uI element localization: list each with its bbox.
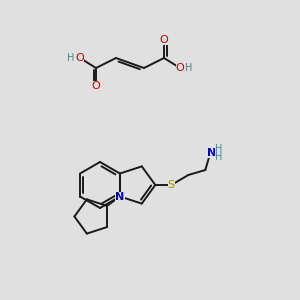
Text: N: N xyxy=(207,148,216,158)
Text: H: H xyxy=(214,152,222,162)
Text: H: H xyxy=(67,53,75,63)
Text: N: N xyxy=(115,191,124,202)
Text: O: O xyxy=(92,81,100,91)
Text: H: H xyxy=(185,63,193,73)
Text: S: S xyxy=(168,180,175,190)
Text: O: O xyxy=(76,53,84,63)
Text: H: H xyxy=(214,144,222,154)
Text: O: O xyxy=(176,63,184,73)
Text: O: O xyxy=(160,35,168,45)
